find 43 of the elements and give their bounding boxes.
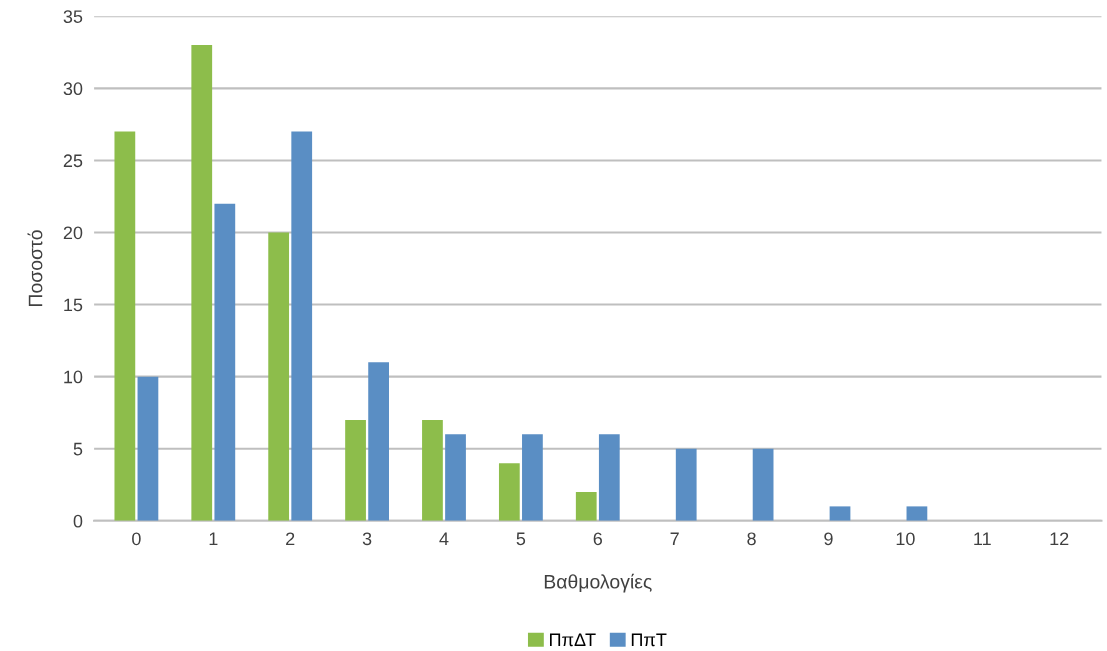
y-axis-title: Ποσοστό <box>27 230 43 307</box>
bar <box>114 131 136 521</box>
x-tick-label: 7 <box>670 532 679 545</box>
bar <box>368 362 389 521</box>
bar <box>214 203 236 521</box>
y-tick-label: 0 <box>73 514 83 528</box>
x-tick-label: 0 <box>132 532 141 546</box>
x-tick-label: 11 <box>974 532 991 545</box>
bar <box>445 434 466 521</box>
bar <box>422 419 443 521</box>
bar <box>191 45 213 521</box>
bar <box>575 491 597 521</box>
bar <box>268 232 290 521</box>
y-tick-label: 25 <box>63 154 83 168</box>
x-tick-label: 2 <box>286 532 295 545</box>
x-axis-title: Βαθμολογίες <box>544 573 652 593</box>
x-tick-label: 9 <box>824 532 833 546</box>
bar <box>752 448 774 521</box>
legend-label: ΠπΤ <box>631 633 667 647</box>
x-tick-label: 8 <box>747 532 756 546</box>
y-tick-label: 35 <box>63 10 83 23</box>
bar <box>829 506 851 521</box>
bar <box>598 434 620 521</box>
x-tick-label: 10 <box>896 532 915 546</box>
y-tick-label: 5 <box>73 442 83 456</box>
legend-label: ΠπΔΤ <box>550 633 596 647</box>
y-tick-label: 15 <box>64 298 83 312</box>
bar <box>522 434 543 521</box>
bar <box>291 131 313 521</box>
bar <box>137 376 159 521</box>
y-tick-label: 20 <box>63 226 83 240</box>
bar <box>906 506 928 521</box>
bar <box>345 419 366 521</box>
bar <box>498 463 520 521</box>
x-tick-label: 3 <box>362 532 372 546</box>
x-tick-label: 12 <box>1050 532 1069 545</box>
y-tick-label: 30 <box>63 82 83 96</box>
bar <box>675 448 697 521</box>
x-tick-label: 1 <box>209 532 218 545</box>
x-tick-label: 4 <box>439 532 449 545</box>
x-tick-label: 5 <box>516 532 526 546</box>
x-tick-label: 6 <box>593 532 603 546</box>
y-tick-label: 10 <box>64 370 83 384</box>
